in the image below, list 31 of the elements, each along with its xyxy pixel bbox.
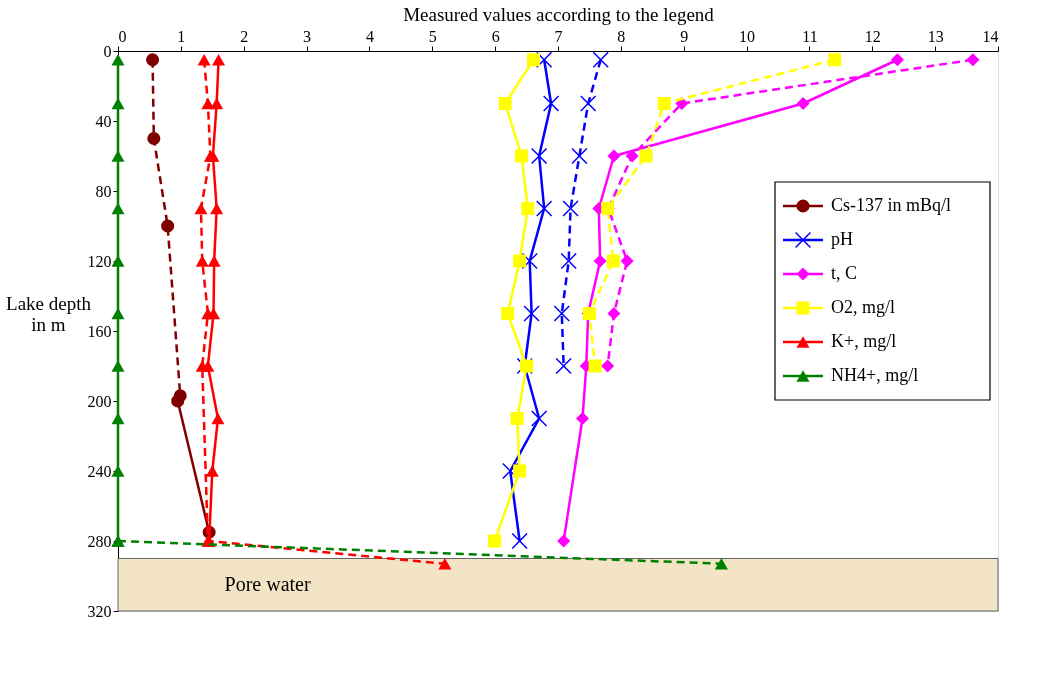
x-tick-label: 3 bbox=[303, 27, 312, 45]
y-tick-label: 240 bbox=[87, 462, 112, 480]
legend-label: O2, mg/l bbox=[831, 297, 896, 317]
x-tick-label: 1 bbox=[177, 27, 186, 45]
y-tick-label: 0 bbox=[103, 42, 112, 60]
x-tick-label: 7 bbox=[554, 27, 563, 45]
legend-label: t, C bbox=[831, 263, 858, 283]
y-tick-label: 320 bbox=[87, 602, 112, 620]
x-tick-label: 13 bbox=[927, 27, 944, 45]
y-tick-label: 280 bbox=[87, 532, 112, 550]
x-tick-label: 11 bbox=[802, 27, 818, 45]
x-tick-label: 14 bbox=[982, 27, 999, 45]
x-tick-label: 12 bbox=[864, 27, 881, 45]
legend-label: NH4+, mg/l bbox=[831, 365, 919, 385]
y-tick-label: 120 bbox=[87, 252, 112, 270]
y-tick-label: 40 bbox=[95, 112, 112, 130]
y-tick-label: 200 bbox=[87, 392, 112, 410]
legend-label: Cs-137 in mBq/l bbox=[831, 195, 952, 215]
band-label: Pore water bbox=[224, 572, 311, 595]
x-tick-label: 9 bbox=[680, 27, 689, 45]
x-tick-label: 5 bbox=[428, 27, 437, 45]
x-tick-label: 6 bbox=[491, 27, 500, 45]
legend-label: pH bbox=[831, 229, 853, 249]
x-tick-label: 0 bbox=[118, 27, 127, 45]
x-axis-title: Measured values according to the legend bbox=[403, 3, 715, 25]
x-tick-label: 2 bbox=[240, 27, 249, 45]
legend-label: K+, mg/l bbox=[831, 331, 897, 351]
y-tick-label: 80 bbox=[95, 182, 112, 200]
x-tick-label: 10 bbox=[739, 27, 756, 45]
x-tick-label: 4 bbox=[365, 27, 374, 45]
x-tick-label: 8 bbox=[617, 27, 626, 45]
